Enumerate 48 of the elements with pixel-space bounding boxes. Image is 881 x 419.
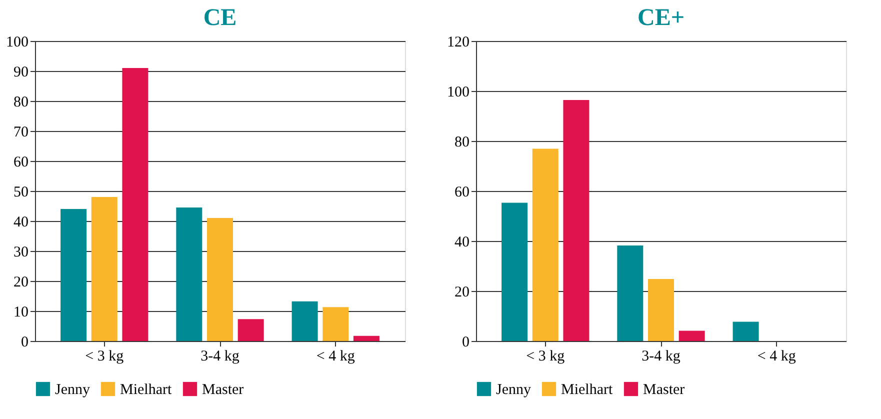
x-tick-label: 3-4 kg [642, 348, 681, 364]
y-tick-label: 80 [14, 94, 28, 110]
legend-label: Master [202, 382, 244, 398]
bar [207, 218, 233, 341]
y-tick-label: 80 [454, 134, 470, 150]
bar [532, 148, 558, 341]
y-tick-label: 90 [14, 64, 28, 80]
y-tick-label: 0 [462, 334, 470, 350]
y-tick-label: 50 [14, 184, 28, 200]
bar [60, 209, 87, 341]
legend-label: Jenny [496, 382, 532, 398]
y-tick-label: 0 [21, 334, 28, 350]
bar [617, 246, 644, 341]
y-tick-label: 20 [454, 284, 470, 300]
bar [732, 322, 759, 341]
y-tick-label: 100 [447, 84, 470, 100]
y-tick-label: 120 [447, 34, 470, 50]
bar [648, 279, 674, 341]
bar [322, 307, 349, 341]
x-tick-label: < 3 kg [85, 348, 124, 364]
y-tick-label: 60 [454, 184, 470, 200]
chart-title: CE [203, 5, 237, 31]
bar [176, 208, 202, 341]
x-tick-label: < 4 kg [757, 348, 796, 364]
bar [292, 301, 318, 341]
x-tick-label: < 4 kg [316, 348, 356, 364]
legend-label: Mielhart [120, 382, 172, 398]
y-tick-label: 20 [14, 274, 28, 290]
y-tick-label: 40 [14, 214, 28, 230]
y-tick-label: 70 [14, 124, 28, 140]
bar [502, 202, 528, 341]
bar [91, 197, 118, 341]
x-tick-label: < 3 kg [526, 348, 566, 364]
bar [238, 319, 264, 341]
y-tick-label: 100 [6, 34, 28, 50]
bar [563, 100, 590, 341]
y-tick-label: 10 [14, 304, 28, 320]
y-tick-label: 30 [14, 244, 28, 260]
bar [353, 336, 380, 341]
y-tick-label: 40 [454, 234, 470, 250]
chart-title: CE+ [637, 5, 685, 31]
y-tick-label: 60 [14, 154, 28, 170]
bar [678, 330, 705, 341]
bar [122, 68, 148, 341]
legend-label: Jenny [55, 382, 90, 398]
x-tick-label: 3-4 kg [200, 348, 240, 364]
legend-label: Mielhart [561, 382, 614, 398]
legend-label: Master [643, 382, 685, 398]
